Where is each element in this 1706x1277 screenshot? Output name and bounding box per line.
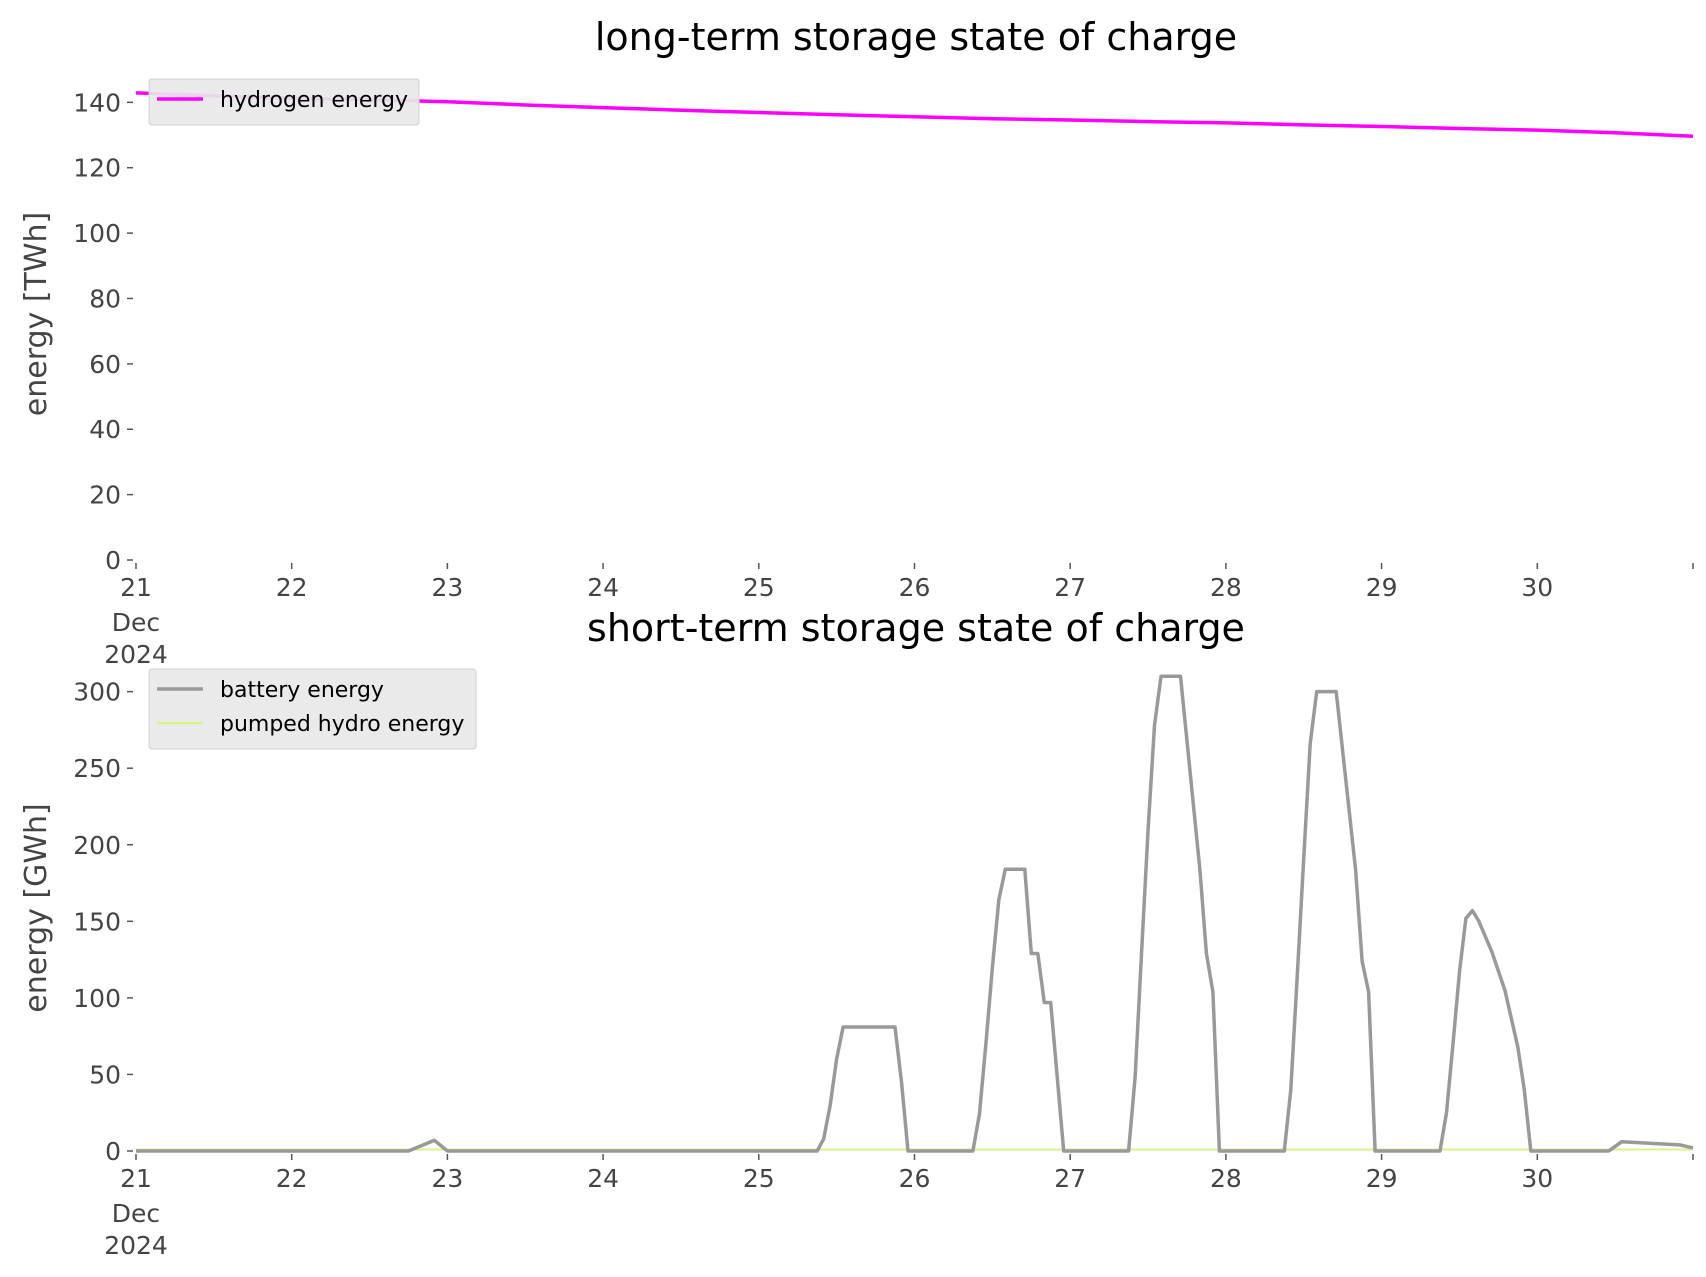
x-tick-label: 29 bbox=[1366, 1164, 1398, 1193]
x-axis-ticks: 21 Dec 2024 22 23 24 25 26 27 28 29 30 bbox=[104, 1154, 1694, 1260]
long-term-storage-chart: long-term storage state of charge energy… bbox=[19, 15, 1694, 669]
y-tick-label: 120 bbox=[73, 154, 121, 183]
x-tick-label: 27 bbox=[1054, 1164, 1086, 1193]
chart-title: short-term storage state of charge bbox=[587, 606, 1245, 650]
y-tick-label: 40 bbox=[89, 415, 121, 444]
y-axis-ticks: 0 50 100 150 200 250 300 bbox=[73, 678, 133, 1166]
legend-label: pumped hydro energy bbox=[220, 712, 464, 737]
legend: hydrogen energy bbox=[148, 78, 420, 126]
y-tick-label: 50 bbox=[89, 1060, 121, 1089]
x-tick-label: 21 bbox=[120, 573, 152, 602]
x-tick-label: 27 bbox=[1054, 573, 1086, 602]
x-tick-label: 22 bbox=[276, 573, 308, 602]
legend-label: battery energy bbox=[220, 678, 384, 703]
y-tick-label: 0 bbox=[105, 546, 121, 575]
short-term-storage-chart: short-term storage state of charge energ… bbox=[19, 606, 1694, 1260]
x-tick-sublabel: Dec bbox=[112, 1199, 160, 1228]
x-tick-label: 25 bbox=[743, 573, 775, 602]
x-tick-label: 24 bbox=[587, 1164, 619, 1193]
y-tick-label: 150 bbox=[73, 907, 121, 936]
y-axis-label: energy [GWh] bbox=[19, 803, 54, 1012]
legend-label: hydrogen energy bbox=[220, 88, 408, 113]
x-tick-sublabel: 2024 bbox=[104, 1231, 168, 1260]
series-line-battery-energy bbox=[136, 674, 1694, 1153]
x-tick-label: 26 bbox=[899, 573, 931, 602]
x-tick-label: 23 bbox=[431, 1164, 463, 1193]
y-tick-label: 100 bbox=[73, 984, 121, 1013]
legend-box bbox=[148, 78, 420, 126]
y-tick-label: 20 bbox=[89, 481, 121, 510]
y-tick-label: 80 bbox=[89, 284, 121, 313]
x-tick-label: 28 bbox=[1210, 573, 1242, 602]
x-tick-label: 30 bbox=[1521, 1164, 1553, 1193]
y-tick-label: 140 bbox=[73, 88, 121, 117]
y-axis-ticks: 0 20 40 60 80 100 120 140 bbox=[73, 88, 133, 575]
x-tick-label: 28 bbox=[1210, 1164, 1242, 1193]
x-tick-label: 30 bbox=[1521, 573, 1553, 602]
y-tick-label: 200 bbox=[73, 831, 121, 860]
chart-title: long-term storage state of charge bbox=[595, 15, 1237, 59]
y-tick-label: 100 bbox=[73, 219, 121, 248]
y-tick-label: 60 bbox=[89, 350, 121, 379]
y-tick-label: 300 bbox=[73, 678, 121, 707]
x-tick-label: 26 bbox=[899, 1164, 931, 1193]
x-tick-sublabel: 2024 bbox=[104, 640, 168, 669]
y-tick-label: 250 bbox=[73, 754, 121, 783]
y-axis-label: energy [TWh] bbox=[19, 212, 54, 416]
x-tick-label: 23 bbox=[431, 573, 463, 602]
legend: battery energy pumped hydro energy bbox=[148, 668, 477, 750]
x-tick-sublabel: Dec bbox=[112, 608, 160, 637]
legend-box bbox=[148, 668, 477, 750]
x-axis-ticks: 21 Dec 2024 22 23 24 25 26 27 28 29 30 bbox=[104, 563, 1694, 669]
x-tick-label: 22 bbox=[276, 1164, 308, 1193]
y-tick-label: 0 bbox=[105, 1137, 121, 1166]
x-tick-label: 25 bbox=[743, 1164, 775, 1193]
x-tick-label: 24 bbox=[587, 573, 619, 602]
x-tick-label: 21 bbox=[120, 1164, 152, 1193]
series-lines bbox=[136, 674, 1694, 1153]
x-tick-label: 29 bbox=[1366, 573, 1398, 602]
